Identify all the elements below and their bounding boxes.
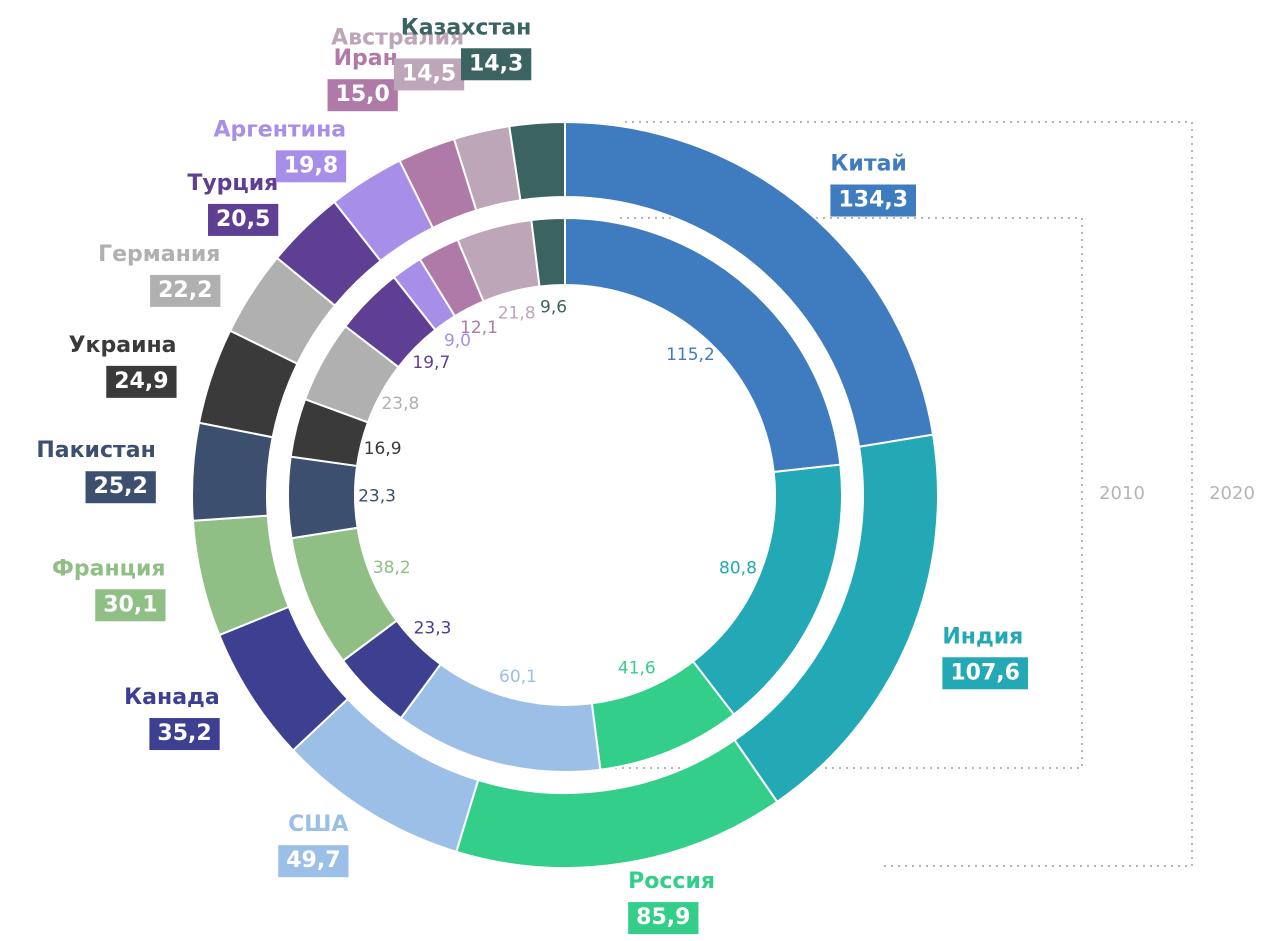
inner-value-label: 16,9 bbox=[364, 439, 402, 459]
inner-value-label: 23,3 bbox=[358, 487, 396, 507]
category-label: Франция bbox=[52, 556, 165, 581]
bracket-2020 bbox=[625, 121, 1193, 867]
value-box bbox=[208, 203, 279, 236]
value-label: 20,5 bbox=[216, 207, 270, 232]
value-label: 14,3 bbox=[469, 51, 523, 76]
value-label: 49,7 bbox=[286, 848, 340, 873]
category-label: Пакистан bbox=[36, 438, 155, 463]
category-label: Россия bbox=[628, 869, 715, 894]
inner-value-label: 19,7 bbox=[412, 353, 450, 373]
category-label: Индия bbox=[942, 624, 1023, 649]
value-box bbox=[461, 48, 532, 81]
value-box bbox=[327, 79, 398, 112]
value-label: 134,3 bbox=[838, 188, 908, 213]
value-label: 22,2 bbox=[158, 278, 212, 303]
value-label: 14,5 bbox=[402, 61, 456, 86]
bracket-2010 bbox=[612, 217, 1083, 769]
value-box bbox=[830, 184, 917, 217]
inner-value-label: 9,0 bbox=[444, 331, 471, 351]
inner-value-label: 21,8 bbox=[498, 303, 536, 323]
inner-value-label: 23,8 bbox=[381, 394, 419, 414]
value-box bbox=[393, 58, 465, 91]
value-box bbox=[95, 589, 166, 622]
value-box bbox=[275, 150, 347, 183]
category-label: Аргентина bbox=[214, 117, 347, 142]
inner-value-label: 9,6 bbox=[540, 297, 567, 317]
category-label: Казахстан bbox=[401, 15, 532, 40]
category-label: Турция bbox=[187, 171, 278, 196]
value-box bbox=[106, 365, 177, 398]
slice bbox=[287, 455, 359, 540]
category-label: Канада bbox=[124, 685, 220, 710]
value-box bbox=[278, 845, 349, 878]
inner-value-label: 80,8 bbox=[719, 559, 757, 579]
category-label: Иран bbox=[334, 46, 398, 71]
value-label: 24,9 bbox=[114, 369, 168, 394]
inner-value-label: 23,3 bbox=[414, 618, 452, 638]
inner-value-label: 41,6 bbox=[618, 659, 656, 679]
value-label: 19,8 bbox=[284, 153, 338, 178]
value-box bbox=[942, 657, 1028, 690]
category-label: Украина bbox=[69, 333, 177, 358]
value-label: 85,9 bbox=[636, 905, 690, 930]
category-label: США bbox=[288, 812, 348, 837]
inner-value-label: 115,2 bbox=[666, 345, 715, 365]
slice bbox=[530, 216, 566, 288]
category-label: Германия bbox=[98, 242, 220, 267]
value-box bbox=[149, 718, 220, 751]
series-label: 2010 bbox=[1099, 483, 1145, 504]
series-label: 2020 bbox=[1209, 483, 1255, 504]
value-box bbox=[85, 471, 156, 504]
value-label: 25,2 bbox=[94, 474, 148, 499]
value-label: 15,0 bbox=[336, 82, 390, 107]
inner-value-label: 38,2 bbox=[373, 558, 411, 578]
value-label: 107,6 bbox=[950, 660, 1020, 685]
slice bbox=[191, 421, 274, 522]
inner-value-label: 60,1 bbox=[499, 667, 537, 687]
value-box bbox=[150, 274, 221, 307]
slice bbox=[508, 120, 566, 202]
value-label: 35,2 bbox=[157, 721, 211, 746]
category-label: Австралия bbox=[331, 25, 464, 50]
value-label: 30,1 bbox=[103, 592, 157, 617]
category-label: Китай bbox=[830, 152, 906, 177]
value-box bbox=[628, 902, 699, 935]
inner-value-label: 12,1 bbox=[460, 318, 498, 338]
